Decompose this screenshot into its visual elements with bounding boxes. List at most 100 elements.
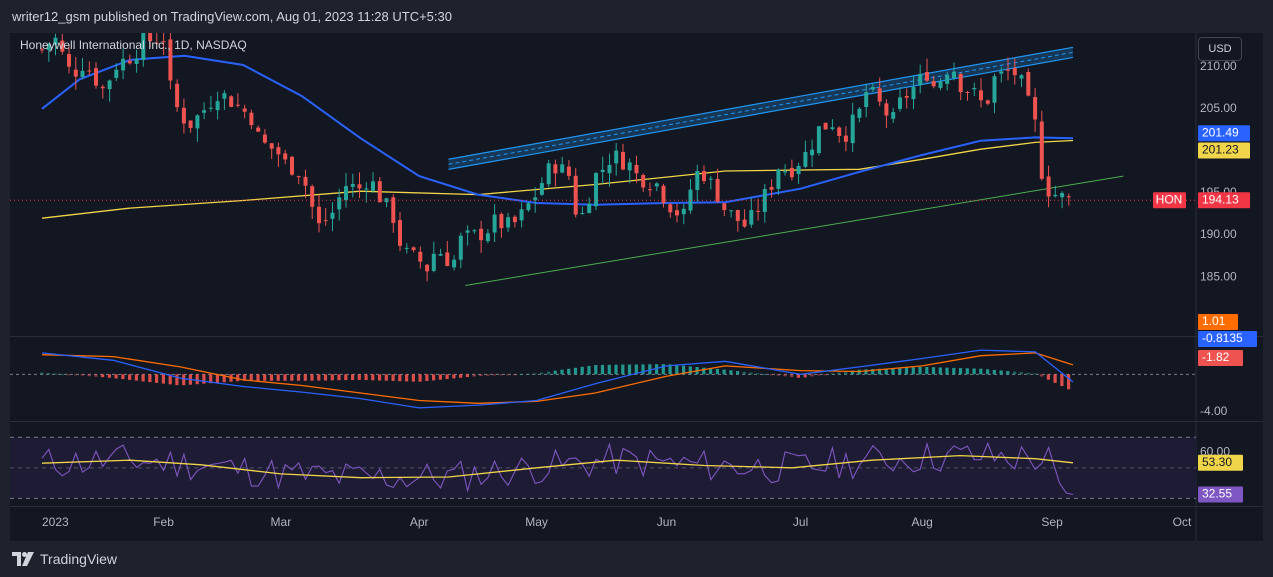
- candle-up[interactable]: [404, 247, 409, 249]
- candle-down[interactable]: [445, 252, 450, 267]
- candle-down[interactable]: [242, 108, 247, 112]
- candle-down[interactable]: [262, 134, 267, 143]
- candle-down[interactable]: [823, 122, 828, 130]
- candle-up[interactable]: [938, 81, 943, 88]
- candle-down[interactable]: [229, 96, 234, 107]
- candle-up[interactable]: [506, 217, 511, 228]
- candle-up[interactable]: [134, 58, 139, 64]
- candle-down[interactable]: [789, 167, 794, 178]
- candle-down[interactable]: [235, 104, 240, 106]
- candle-down[interactable]: [148, 33, 153, 42]
- candle-down[interactable]: [843, 135, 848, 142]
- candle-up[interactable]: [945, 75, 950, 84]
- candle-up[interactable]: [46, 44, 51, 50]
- candle-down[interactable]: [769, 187, 774, 190]
- candle-down[interactable]: [411, 247, 416, 251]
- candle-down[interactable]: [702, 171, 706, 181]
- candle-up[interactable]: [80, 70, 85, 77]
- candle-down[interactable]: [1012, 68, 1017, 76]
- candle-up[interactable]: [857, 108, 862, 118]
- candle-down[interactable]: [377, 181, 382, 203]
- tradingview-logo[interactable]: TradingView: [12, 549, 117, 569]
- candle-up[interactable]: [587, 203, 592, 214]
- candle-up[interactable]: [1053, 194, 1058, 197]
- candle-down[interactable]: [249, 112, 254, 126]
- candle-down[interactable]: [958, 74, 963, 93]
- candle-down[interactable]: [621, 152, 625, 170]
- candle-up[interactable]: [526, 203, 531, 211]
- candle-down[interactable]: [127, 60, 132, 64]
- candle-down[interactable]: [425, 264, 430, 272]
- candle-down[interactable]: [742, 219, 747, 227]
- candle-up[interactable]: [999, 71, 1004, 74]
- candle-up[interactable]: [729, 210, 734, 212]
- candle-down[interactable]: [181, 107, 186, 124]
- candle-up[interactable]: [195, 115, 200, 129]
- candle-down[interactable]: [985, 100, 990, 104]
- candle-down[interactable]: [357, 184, 362, 189]
- candle-up[interactable]: [330, 212, 335, 219]
- candle-down[interactable]: [573, 175, 578, 215]
- candle-up[interactable]: [202, 110, 207, 113]
- candle-down[interactable]: [931, 81, 936, 87]
- candle-down[interactable]: [323, 220, 328, 222]
- candle-up[interactable]: [215, 101, 220, 111]
- currency-button[interactable]: USD: [1198, 37, 1242, 61]
- candle-up[interactable]: [911, 86, 916, 100]
- candle-up[interactable]: [222, 93, 227, 99]
- candle-up[interactable]: [208, 107, 213, 109]
- candle-down[interactable]: [499, 214, 504, 229]
- candle-down[interactable]: [276, 147, 281, 155]
- candle-down[interactable]: [283, 153, 288, 160]
- candle-up[interactable]: [560, 164, 565, 173]
- candle-up[interactable]: [708, 178, 713, 180]
- candle-up[interactable]: [810, 149, 815, 156]
- candle-up[interactable]: [350, 183, 355, 187]
- candle-up[interactable]: [438, 254, 443, 256]
- candle-up[interactable]: [594, 173, 598, 207]
- time-axis[interactable]: 2023 Feb Mar Apr May Jun Jul Aug Sep Oct: [42, 515, 1192, 529]
- candle-up[interactable]: [898, 97, 902, 109]
- candle-up[interactable]: [472, 230, 477, 232]
- candle-down[interactable]: [715, 179, 720, 202]
- candle-up[interactable]: [452, 259, 457, 268]
- candle-down[interactable]: [904, 96, 909, 98]
- candle-down[interactable]: [40, 49, 44, 51]
- candle-up[interactable]: [121, 58, 126, 71]
- rsi-panel[interactable]: [10, 436, 1196, 499]
- candle-up[interactable]: [796, 166, 801, 175]
- candle-down[interactable]: [1026, 72, 1031, 96]
- candle-down[interactable]: [269, 143, 274, 149]
- candle-down[interactable]: [925, 72, 929, 81]
- candle-up[interactable]: [803, 152, 808, 167]
- candle-down[interactable]: [1033, 97, 1038, 120]
- candle-up[interactable]: [695, 171, 700, 190]
- candle-down[interactable]: [884, 103, 889, 116]
- candle-up[interactable]: [972, 88, 977, 90]
- candle-up[interactable]: [458, 235, 463, 260]
- candle-down[interactable]: [391, 197, 396, 223]
- candle-down[interactable]: [73, 69, 78, 77]
- candle-up[interactable]: [492, 214, 497, 233]
- candle-down[interactable]: [310, 186, 315, 207]
- candle-down[interactable]: [1039, 121, 1044, 179]
- candle-up[interactable]: [465, 230, 470, 233]
- candle-down[interactable]: [479, 228, 484, 241]
- candle-up[interactable]: [830, 127, 835, 129]
- candle-up[interactable]: [114, 69, 119, 78]
- candle-down[interactable]: [722, 203, 727, 210]
- candle-down[interactable]: [296, 176, 301, 178]
- candle-up[interactable]: [364, 188, 369, 190]
- candle-up[interactable]: [344, 186, 348, 201]
- candle-down[interactable]: [175, 83, 180, 108]
- candle-down[interactable]: [1066, 196, 1071, 198]
- candle-up[interactable]: [749, 210, 754, 225]
- macd-panel[interactable]: [10, 349, 1196, 409]
- candle-up[interactable]: [952, 71, 956, 78]
- candle-up[interactable]: [850, 114, 855, 144]
- candle-up[interactable]: [485, 233, 490, 242]
- candle-down[interactable]: [512, 216, 517, 223]
- candle-up[interactable]: [870, 87, 875, 90]
- candle-up[interactable]: [580, 213, 585, 214]
